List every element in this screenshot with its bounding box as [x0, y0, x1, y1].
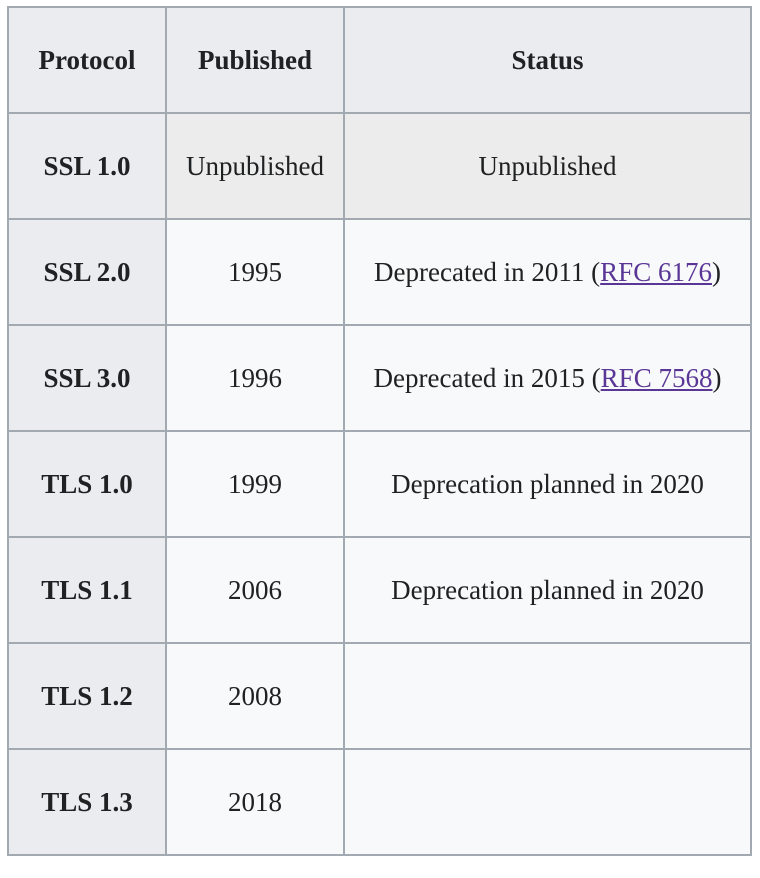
table-row: TLS 1.0 1999 Deprecation planned in 2020 [7, 430, 752, 538]
published-cell: 2018 [165, 748, 345, 856]
table-header: Protocol Published Status [7, 6, 752, 114]
header-row: Protocol Published Status [7, 6, 752, 114]
header-cell: Status [343, 6, 752, 114]
published-cell: 1996 [165, 324, 345, 432]
status-text: Deprecation planned in 2020 [391, 574, 704, 605]
table-row: TLS 1.2 2008 [7, 642, 752, 750]
status-cell: Unpublished [343, 112, 752, 220]
table-row: TLS 1.1 2006 Deprecation planned in 2020 [7, 536, 752, 644]
status-cell: Deprecated in 2011 (RFC 6176) [343, 218, 752, 326]
header-cell: Published [165, 6, 345, 114]
status-cell [343, 642, 752, 750]
protocol-cell: SSL 3.0 [7, 324, 167, 432]
protocol-cell: SSL 1.0 [7, 112, 167, 220]
status-text: ) [712, 362, 722, 393]
published-cell: 2006 [165, 536, 345, 644]
protocol-cell: SSL 2.0 [7, 218, 167, 326]
status-text: Deprecation planned in 2020 [391, 468, 704, 499]
status-cell: Deprecated in 2015 (RFC 7568) [343, 324, 752, 432]
status-cell [343, 748, 752, 856]
protocol-table: Protocol Published Status SSL 1.0 Unpubli… [7, 6, 752, 856]
protocol-cell: TLS 1.1 [7, 536, 167, 644]
status-text: Deprecated in 2015 ( [373, 362, 601, 393]
protocol-cell: TLS 1.3 [7, 748, 167, 856]
table-row: TLS 1.3 2018 [7, 748, 752, 856]
rfc-link[interactable]: RFC 6176 [600, 256, 712, 287]
table-row: SSL 1.0 Unpublished Unpublished [7, 112, 752, 220]
header-cell: Protocol [7, 6, 167, 114]
published-cell: 2008 [165, 642, 345, 750]
status-text: Unpublished [478, 150, 617, 181]
published-cell: 1999 [165, 430, 345, 538]
published-cell: Unpublished [165, 112, 345, 220]
protocol-cell: TLS 1.2 [7, 642, 167, 750]
status-cell: Deprecation planned in 2020 [343, 536, 752, 644]
protocol-cell: TLS 1.0 [7, 430, 167, 538]
rfc-link[interactable]: RFC 7568 [600, 362, 713, 393]
table-body: SSL 1.0 Unpublished Unpublished SSL 2.0 1995… [7, 112, 752, 856]
status-cell: Deprecation planned in 2020 [343, 430, 752, 538]
status-text: Deprecated in 2011 ( [374, 256, 601, 287]
table-row: SSL 3.0 1996 Deprecated in 2015 (RFC 7568) [7, 324, 752, 432]
published-cell: 1995 [165, 218, 345, 326]
table-row: SSL 2.0 1995 Deprecated in 2011 (RFC 6176) [7, 218, 752, 326]
status-text: ) [711, 256, 721, 287]
